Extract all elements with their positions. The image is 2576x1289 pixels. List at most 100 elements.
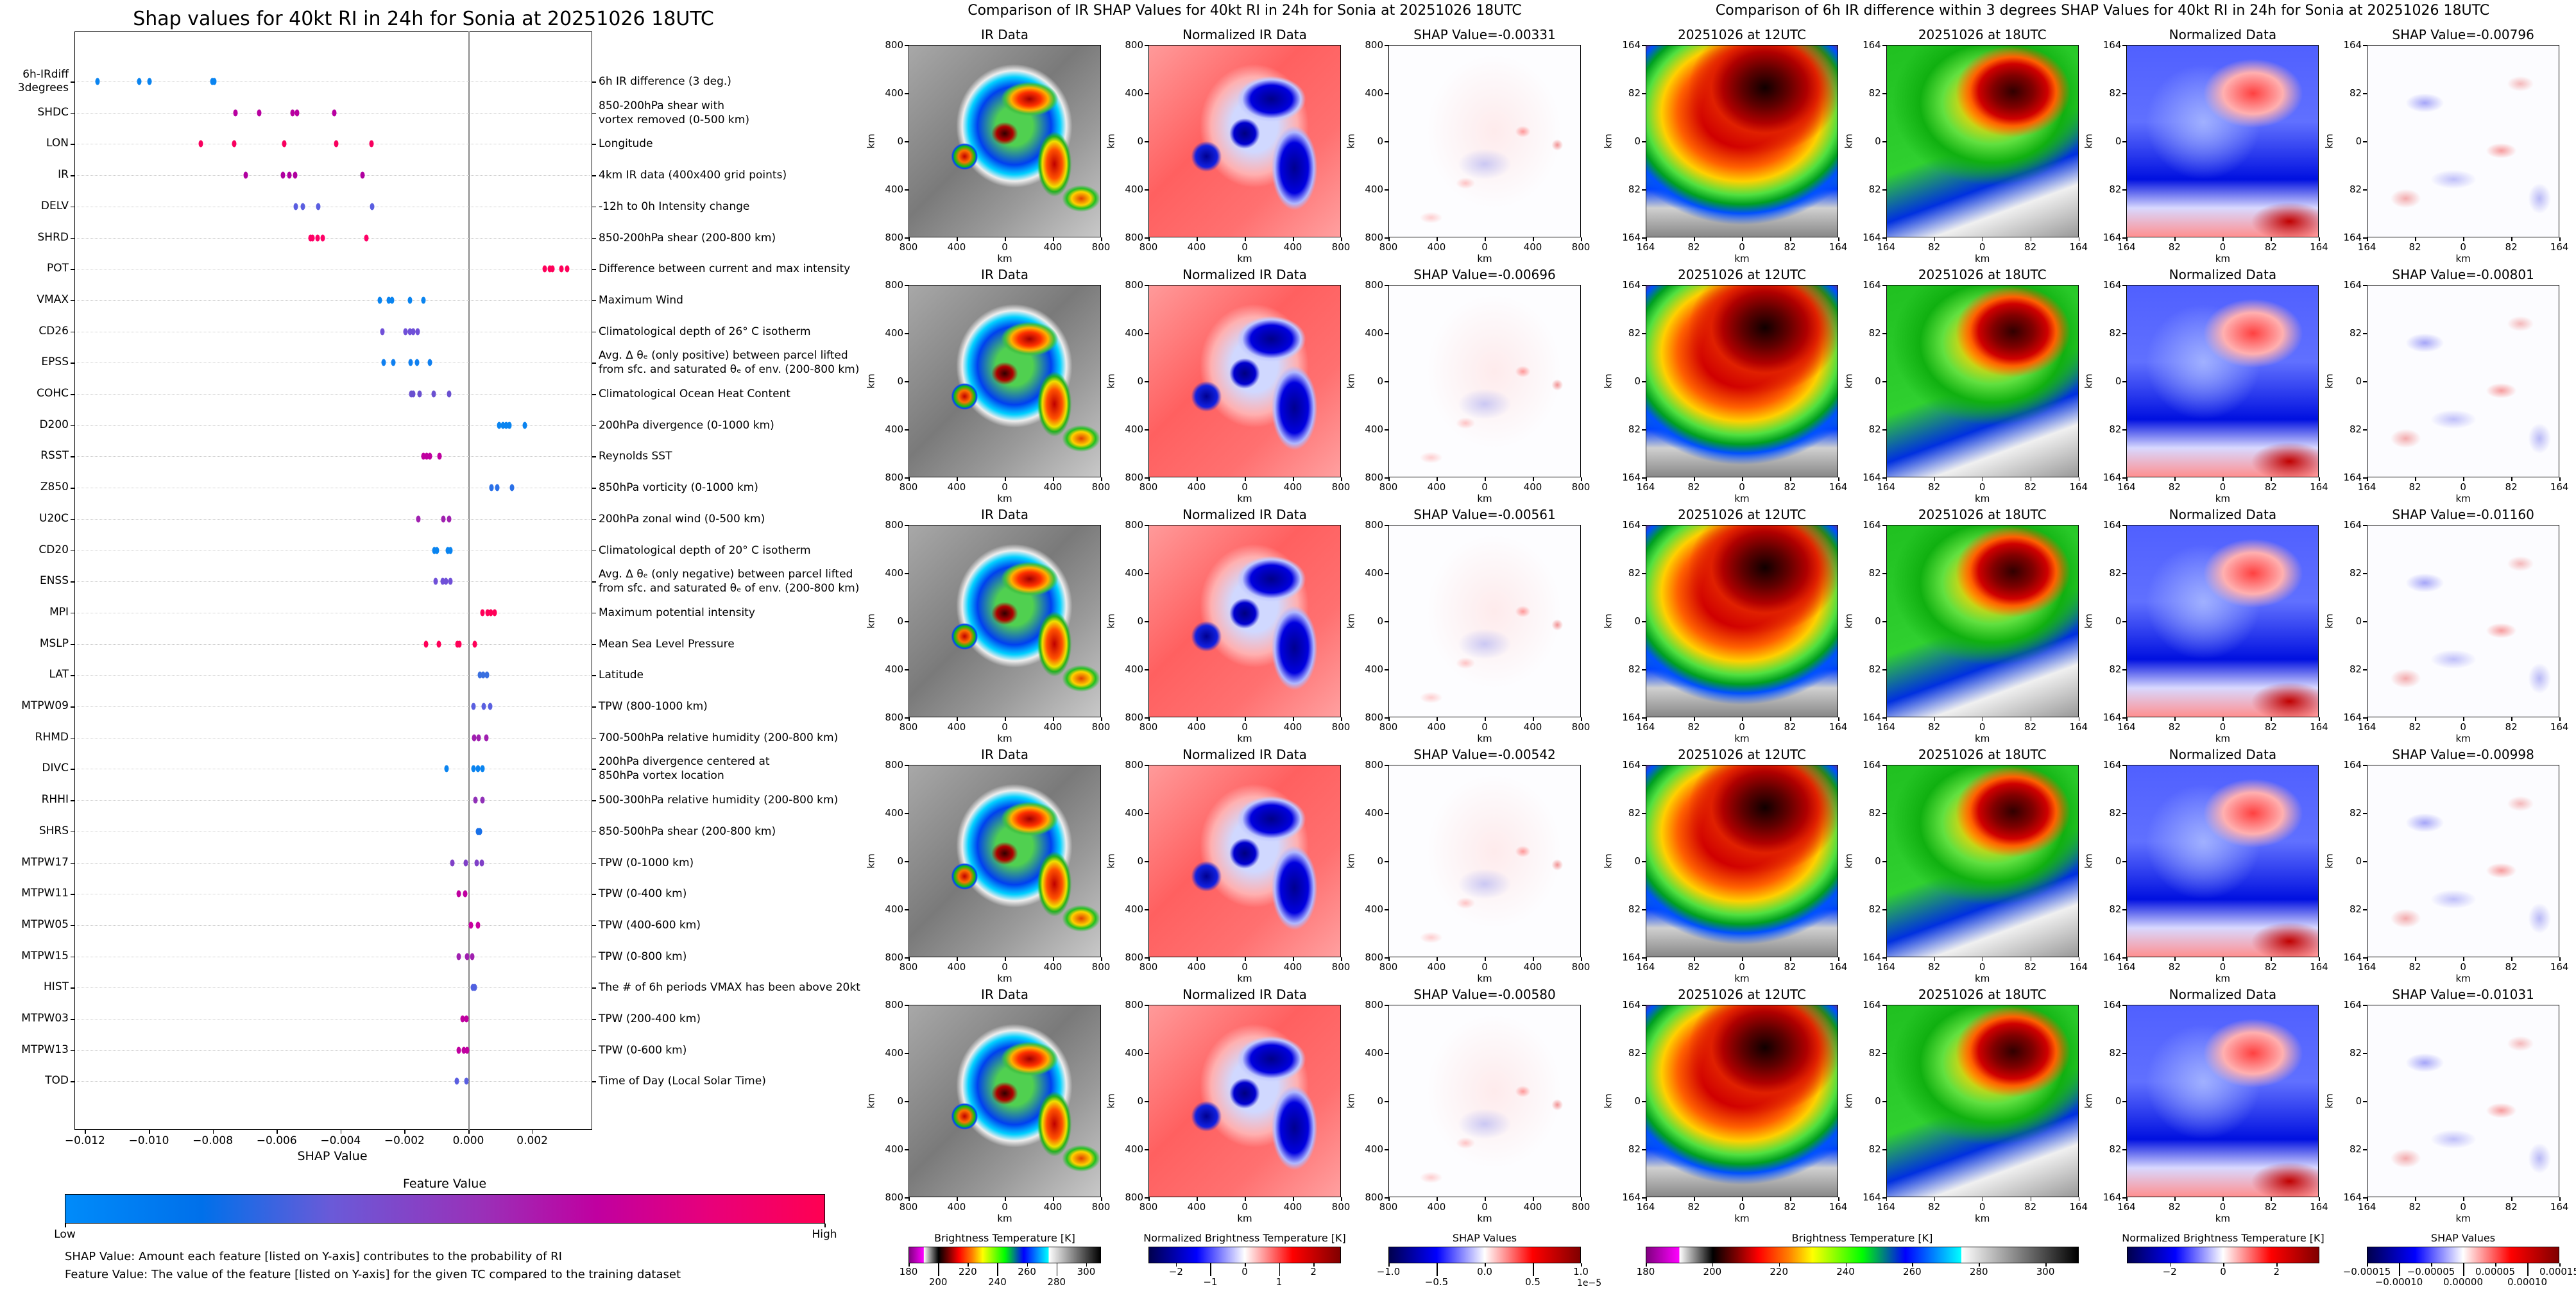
y-tick — [2363, 909, 2367, 910]
colorbar-tick-label: −0.00015 — [2342, 1266, 2391, 1277]
x-tick — [1341, 237, 1342, 241]
feature-gridline — [77, 644, 590, 645]
x-tick-label: 0 — [1002, 241, 1008, 253]
y-tick-label: 0 — [1137, 375, 1143, 387]
y-tick — [71, 706, 74, 708]
feature-code-label: SHDC — [37, 105, 69, 119]
y-axis-label: km — [865, 1093, 877, 1109]
shap-image-panel — [1388, 525, 1581, 717]
shap-point — [475, 921, 481, 929]
y-tick-label: 164 — [2343, 1191, 2362, 1203]
x-tick — [1485, 237, 1486, 241]
colorbar-tick-label: 180 — [1636, 1266, 1655, 1277]
panel-title: 20251026 at 18UTC — [1918, 267, 2047, 282]
x-tick — [1485, 477, 1486, 481]
y-axis-label: km — [865, 613, 877, 629]
shap-point — [437, 452, 442, 460]
y-tick-label: 800 — [885, 472, 903, 483]
y-axis-label: km — [1602, 373, 1614, 389]
colorbar — [1646, 1247, 2079, 1263]
y-tick-label: 400 — [885, 903, 903, 915]
y-tick — [71, 612, 74, 614]
x-axis-label: km — [2215, 253, 2231, 264]
shap-image-panel — [1388, 1005, 1581, 1197]
x-tick — [1101, 477, 1102, 481]
panel-title: IR Data — [981, 987, 1028, 1002]
panel-title: 20251026 at 12UTC — [1678, 267, 1806, 282]
ir18-image-panel — [1886, 525, 2079, 717]
x-tick — [1790, 477, 1791, 481]
y-tick — [71, 363, 74, 364]
y-tick — [2122, 765, 2127, 766]
shap-point — [391, 359, 396, 366]
y-tick-label: 0 — [2355, 1095, 2362, 1107]
y-tick — [905, 765, 908, 766]
shap-point — [480, 609, 485, 617]
x-tick-label: 0 — [1481, 1201, 1488, 1213]
feature-code-label: MTPW05 — [21, 918, 69, 931]
colorbar-tick — [1979, 1263, 1980, 1267]
colorbar-tick-label: −1.0 — [1376, 1266, 1401, 1277]
x-tick-label: 164 — [2069, 721, 2088, 733]
y-tick — [905, 381, 908, 382]
x-tick — [2511, 477, 2512, 481]
y-tick — [1882, 45, 1886, 46]
x-tick-label: 0 — [1979, 721, 1986, 733]
y-tick-label: 800 — [885, 999, 903, 1011]
y-axis-label: km — [1345, 853, 1357, 869]
x-tick-label: 0 — [1241, 481, 1248, 493]
y-tick-label: 82 — [2109, 663, 2122, 675]
y-tick-label: 800 — [1365, 279, 1383, 291]
x-tick — [85, 1130, 86, 1134]
shap-point — [488, 609, 493, 617]
x-tick-label: 0 — [1481, 721, 1488, 733]
y-tick-label: 0 — [2115, 855, 2122, 867]
feature-description-label: 850-200hPa shear with vortex removed (0-… — [599, 99, 749, 126]
x-tick-label: 164 — [2069, 241, 2088, 253]
y-tick-label: 400 — [885, 1047, 903, 1059]
panel-title: IR Data — [981, 507, 1028, 522]
y-tick — [1882, 237, 1886, 239]
x-tick-label: 164 — [1877, 721, 1896, 733]
y-tick-label: 0 — [897, 1095, 903, 1107]
y-tick — [905, 717, 908, 719]
x-axis-label: km — [1237, 1213, 1252, 1224]
panel-title: SHAP Value=-0.00998 — [2392, 747, 2534, 762]
y-axis-label: km — [865, 133, 877, 149]
y-tick — [1385, 573, 1388, 574]
x-tick-label: 164 — [1636, 721, 1655, 733]
y-tick-right — [592, 518, 596, 520]
x-tick — [2559, 237, 2561, 241]
x-tick — [2367, 1197, 2368, 1201]
x-tick-label: 800 — [1139, 721, 1158, 733]
y-tick — [2363, 1005, 2367, 1006]
y-tick — [1642, 909, 1646, 910]
y-tick-label: 400 — [1125, 807, 1143, 819]
x-tick-label: 164 — [2069, 1201, 2088, 1213]
x-tick-label: 0 — [1241, 721, 1248, 733]
panel-title: 20251026 at 18UTC — [1918, 27, 2047, 42]
x-axis-label: km — [1237, 493, 1252, 504]
y-tick — [1642, 381, 1646, 382]
y-tick-label: 164 — [2103, 712, 2122, 723]
colorbar-tick-label: −0.5 — [1424, 1276, 1449, 1288]
x-tick — [1838, 477, 1839, 481]
x-tick-label: 164 — [1636, 1201, 1655, 1213]
x-tick — [1790, 957, 1791, 961]
x-tick-label: −0.012 — [64, 1134, 105, 1147]
y-tick-label: 164 — [2103, 472, 2122, 483]
y-tick-right — [592, 456, 596, 457]
x-tick — [1533, 1197, 1534, 1201]
shap-point — [434, 547, 439, 554]
y-tick-label: 0 — [897, 135, 903, 147]
colorbar-tick — [2463, 1263, 2464, 1276]
feature-code-label: MTPW13 — [21, 1043, 69, 1056]
panel-title: Normalized Data — [2169, 987, 2277, 1002]
y-tick — [2363, 1149, 2367, 1150]
y-tick — [2122, 621, 2127, 622]
colorbar-tick-label: 220 — [958, 1266, 977, 1277]
y-tick — [1642, 285, 1646, 286]
x-tick — [2174, 237, 2176, 241]
x-tick-label: 800 — [1379, 1201, 1398, 1213]
x-tick — [2559, 1197, 2561, 1201]
